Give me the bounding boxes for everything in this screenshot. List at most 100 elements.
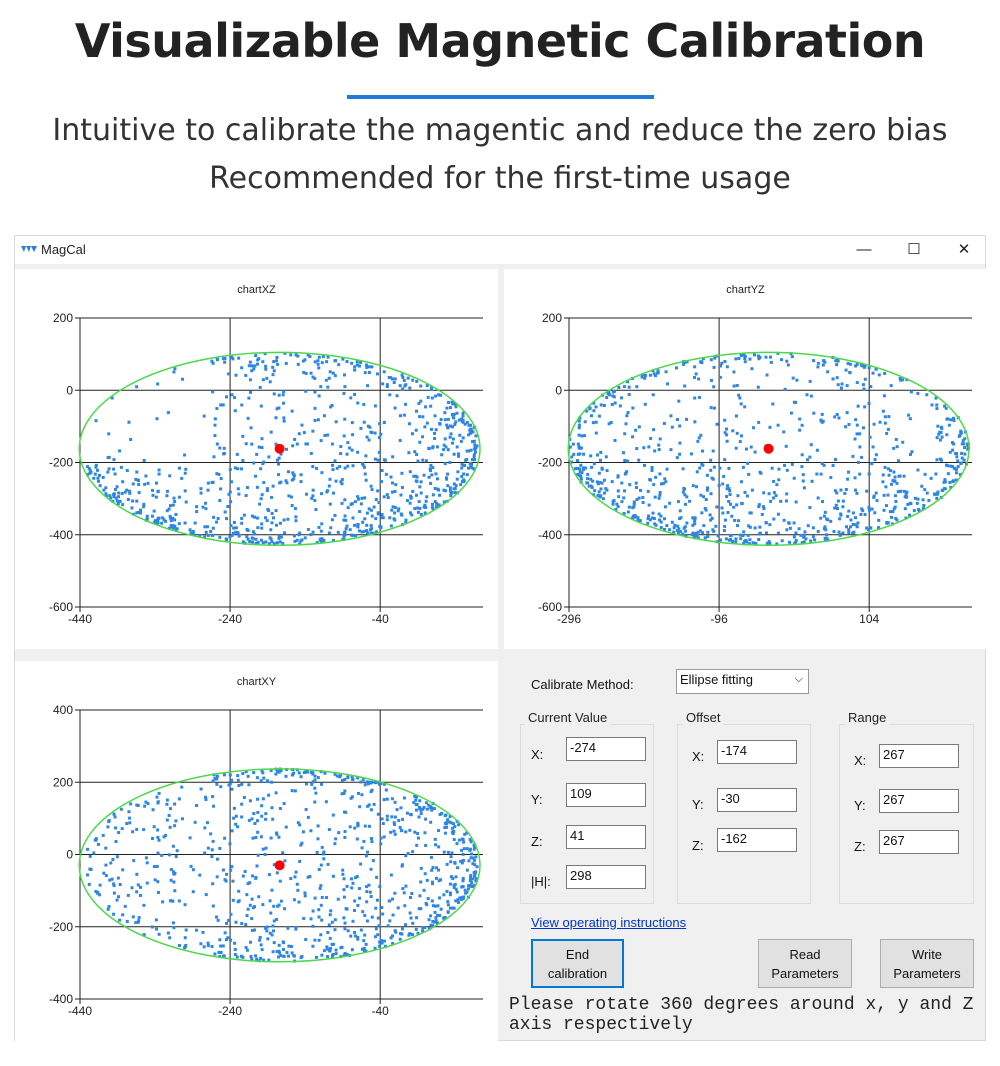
close-button[interactable]: ✕ xyxy=(957,241,971,258)
data-point xyxy=(701,531,705,535)
data-point xyxy=(317,355,321,359)
data-point xyxy=(467,433,471,437)
data-point xyxy=(240,521,244,525)
data-point xyxy=(330,442,334,446)
maximize-button[interactable]: ☐ xyxy=(907,241,921,258)
data-point xyxy=(343,927,347,931)
current-x-field[interactable]: -274 xyxy=(566,737,646,761)
data-point xyxy=(844,425,848,429)
data-point xyxy=(341,357,345,361)
data-point xyxy=(649,436,653,440)
range-y-field[interactable]: 267 xyxy=(879,789,959,813)
data-point xyxy=(899,378,903,382)
data-point xyxy=(454,899,458,903)
data-point xyxy=(343,789,347,793)
data-point xyxy=(874,491,878,495)
offset-z-field[interactable]: -162 xyxy=(717,828,797,852)
data-point xyxy=(283,351,287,355)
data-point xyxy=(952,416,956,420)
data-point xyxy=(96,476,100,480)
data-point xyxy=(592,462,596,466)
data-point xyxy=(581,468,585,472)
write-parameters-button[interactable]: Write Parameters xyxy=(880,939,974,988)
data-point xyxy=(442,893,446,897)
offset-y-field[interactable]: -30 xyxy=(717,788,797,812)
data-point xyxy=(379,781,383,785)
title-bar[interactable]: MagCal — ☐ ✕ xyxy=(15,236,985,264)
data-point xyxy=(113,815,117,819)
data-point xyxy=(344,527,348,531)
data-point xyxy=(873,458,877,462)
read-parameters-button[interactable]: Read Parameters xyxy=(758,939,852,988)
data-point xyxy=(785,468,789,472)
data-point xyxy=(377,924,381,928)
data-point xyxy=(211,839,215,843)
data-point xyxy=(693,519,697,523)
data-point xyxy=(299,956,303,960)
offset-x-field[interactable]: -174 xyxy=(717,740,797,764)
data-point xyxy=(283,859,287,863)
data-point xyxy=(320,361,324,365)
data-point xyxy=(938,438,942,442)
magnitude-field[interactable]: 298 xyxy=(566,865,646,889)
data-point xyxy=(752,353,756,357)
data-point xyxy=(317,908,321,912)
data-point xyxy=(104,492,108,496)
range-x-field[interactable]: 267 xyxy=(879,744,959,768)
data-point xyxy=(893,479,897,483)
data-point xyxy=(762,505,766,509)
data-point xyxy=(705,473,709,477)
data-point xyxy=(838,533,842,537)
data-point xyxy=(414,927,418,931)
data-point xyxy=(360,947,364,951)
data-point xyxy=(222,446,226,450)
data-point xyxy=(739,402,743,406)
data-point xyxy=(271,365,275,369)
data-point xyxy=(130,506,134,510)
data-point xyxy=(896,490,900,494)
minimize-button[interactable]: — xyxy=(856,241,872,258)
data-point xyxy=(735,503,739,507)
data-point xyxy=(908,513,912,517)
data-point xyxy=(272,863,276,867)
data-point xyxy=(446,472,450,476)
data-point xyxy=(126,893,130,897)
data-point xyxy=(311,924,315,928)
view-instructions-link[interactable]: View operating instructions xyxy=(531,915,687,930)
data-point xyxy=(811,526,815,530)
current-z-field[interactable]: 41 xyxy=(566,825,646,849)
range-z-field[interactable]: 267 xyxy=(879,830,959,854)
data-point xyxy=(168,807,172,811)
data-point xyxy=(177,495,181,499)
data-point xyxy=(106,907,110,911)
calibrate-method-select[interactable]: Ellipse fitting ⌵ xyxy=(676,669,809,694)
data-point xyxy=(393,800,397,804)
data-point xyxy=(676,500,680,504)
data-point xyxy=(360,530,364,534)
data-point xyxy=(250,917,254,921)
end-calibration-button[interactable]: End calibration xyxy=(531,939,624,988)
data-point xyxy=(411,489,415,493)
calibrate-method-value: Ellipse fitting xyxy=(680,672,753,687)
data-point xyxy=(264,540,268,544)
data-point xyxy=(142,828,146,832)
data-point xyxy=(637,458,641,462)
data-point xyxy=(940,488,944,492)
data-point xyxy=(594,431,598,435)
data-point xyxy=(683,525,687,529)
data-point xyxy=(579,477,583,481)
data-point xyxy=(418,440,422,444)
data-point xyxy=(157,932,161,936)
data-point xyxy=(365,511,369,515)
current-y-field[interactable]: 109 xyxy=(566,783,646,807)
data-point xyxy=(453,402,457,406)
data-point xyxy=(713,356,717,360)
data-point xyxy=(230,778,234,782)
data-point xyxy=(387,899,391,903)
data-point xyxy=(355,837,359,841)
data-point xyxy=(459,483,463,487)
data-point xyxy=(726,511,730,515)
data-point xyxy=(829,475,833,479)
data-point xyxy=(274,359,278,363)
x-tick-label: 104 xyxy=(859,612,879,626)
